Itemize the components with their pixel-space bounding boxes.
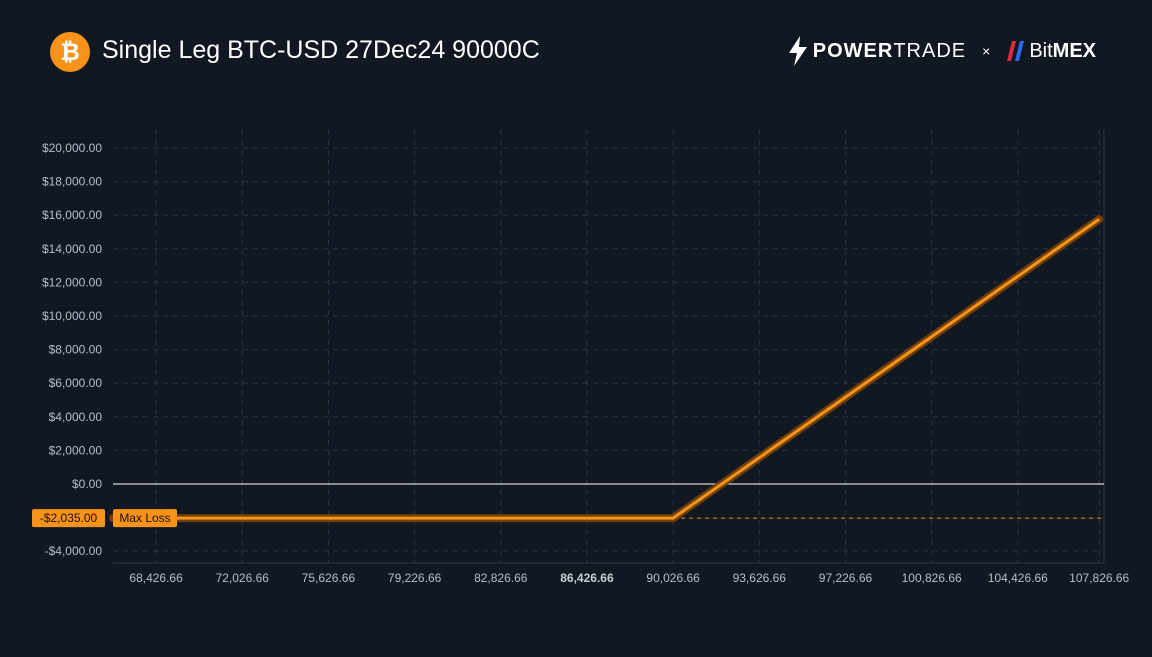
y-tick-label: $10,000.00 — [42, 309, 102, 323]
payoff-line — [113, 217, 1101, 520]
payoff-series — [109, 215, 1104, 523]
x-tick-label: 90,026.66 — [646, 571, 700, 585]
bitcoin-icon: ₿ — [50, 32, 90, 72]
y-tick-label: $16,000.00 — [42, 208, 102, 222]
y-tick-label: $0.00 — [72, 477, 102, 491]
max-loss-tag — [113, 509, 177, 528]
y-tick-label: $20,000.00 — [42, 141, 102, 155]
grid — [113, 130, 1105, 564]
x-tick-label: 97,226.66 — [819, 571, 873, 585]
header: ₿ Single Leg BTC-USD 27Dec24 90000C POWE… — [0, 0, 1152, 100]
bitmex-mark-icon — [1007, 41, 1025, 61]
y-tick-label: $2,000.00 — [49, 443, 103, 457]
page-title: Single Leg BTC-USD 27Dec24 90000C — [102, 36, 540, 64]
x-tick-label: 104,426.66 — [988, 571, 1048, 585]
max-loss-tag-label: Max Loss — [119, 511, 170, 525]
brand-logos: POWERTRADE × BitMEX — [787, 36, 1096, 66]
x-tick-label: 75,626.66 — [302, 571, 356, 585]
y-tick-label: $14,000.00 — [42, 242, 102, 256]
y-tick-label: $8,000.00 — [49, 343, 103, 357]
x-tick-label: 100,826.66 — [902, 571, 962, 585]
y-tick-label: $4,000.00 — [49, 410, 103, 424]
y-tick-label: $18,000.00 — [42, 175, 102, 189]
y-tick-label: $6,000.00 — [49, 376, 103, 390]
payoff-line-glow — [109, 215, 1104, 523]
max-loss-value-badge — [32, 509, 105, 528]
lightning-bolt-icon — [788, 36, 807, 66]
x-axis-ticks: 68,426.66 72,026.66 75,626.66 79,226.66 82,8… — [129, 571, 1129, 585]
bitmex-logo-text: BitMEX — [1029, 39, 1096, 62]
brand-separator: × — [982, 43, 991, 59]
max-loss-value-label: -$2,035.00 — [40, 511, 98, 525]
y-tick-label: -$4,000.00 — [45, 544, 103, 558]
y-axis-ticks: $20,000.00 $18,000.00 $16,000.00 $14,000.00… — [42, 141, 102, 558]
powertrade-logo-text: POWERTRADE — [812, 39, 967, 62]
max-loss-marker: -$2,035.00 Max Loss — [32, 509, 177, 528]
y-tick-label: $12,000.00 — [42, 275, 102, 289]
x-tick-label-highlighted: 86,426.66 — [560, 571, 614, 585]
x-tick-label: 107,826.66 — [1069, 571, 1129, 585]
x-tick-label: 82,826.66 — [474, 571, 528, 585]
x-tick-label: 79,226.66 — [388, 571, 442, 585]
x-tick-label: 68,426.66 — [129, 571, 183, 585]
x-tick-label: 93,626.66 — [733, 571, 787, 585]
x-tick-label: 72,026.66 — [216, 571, 270, 585]
